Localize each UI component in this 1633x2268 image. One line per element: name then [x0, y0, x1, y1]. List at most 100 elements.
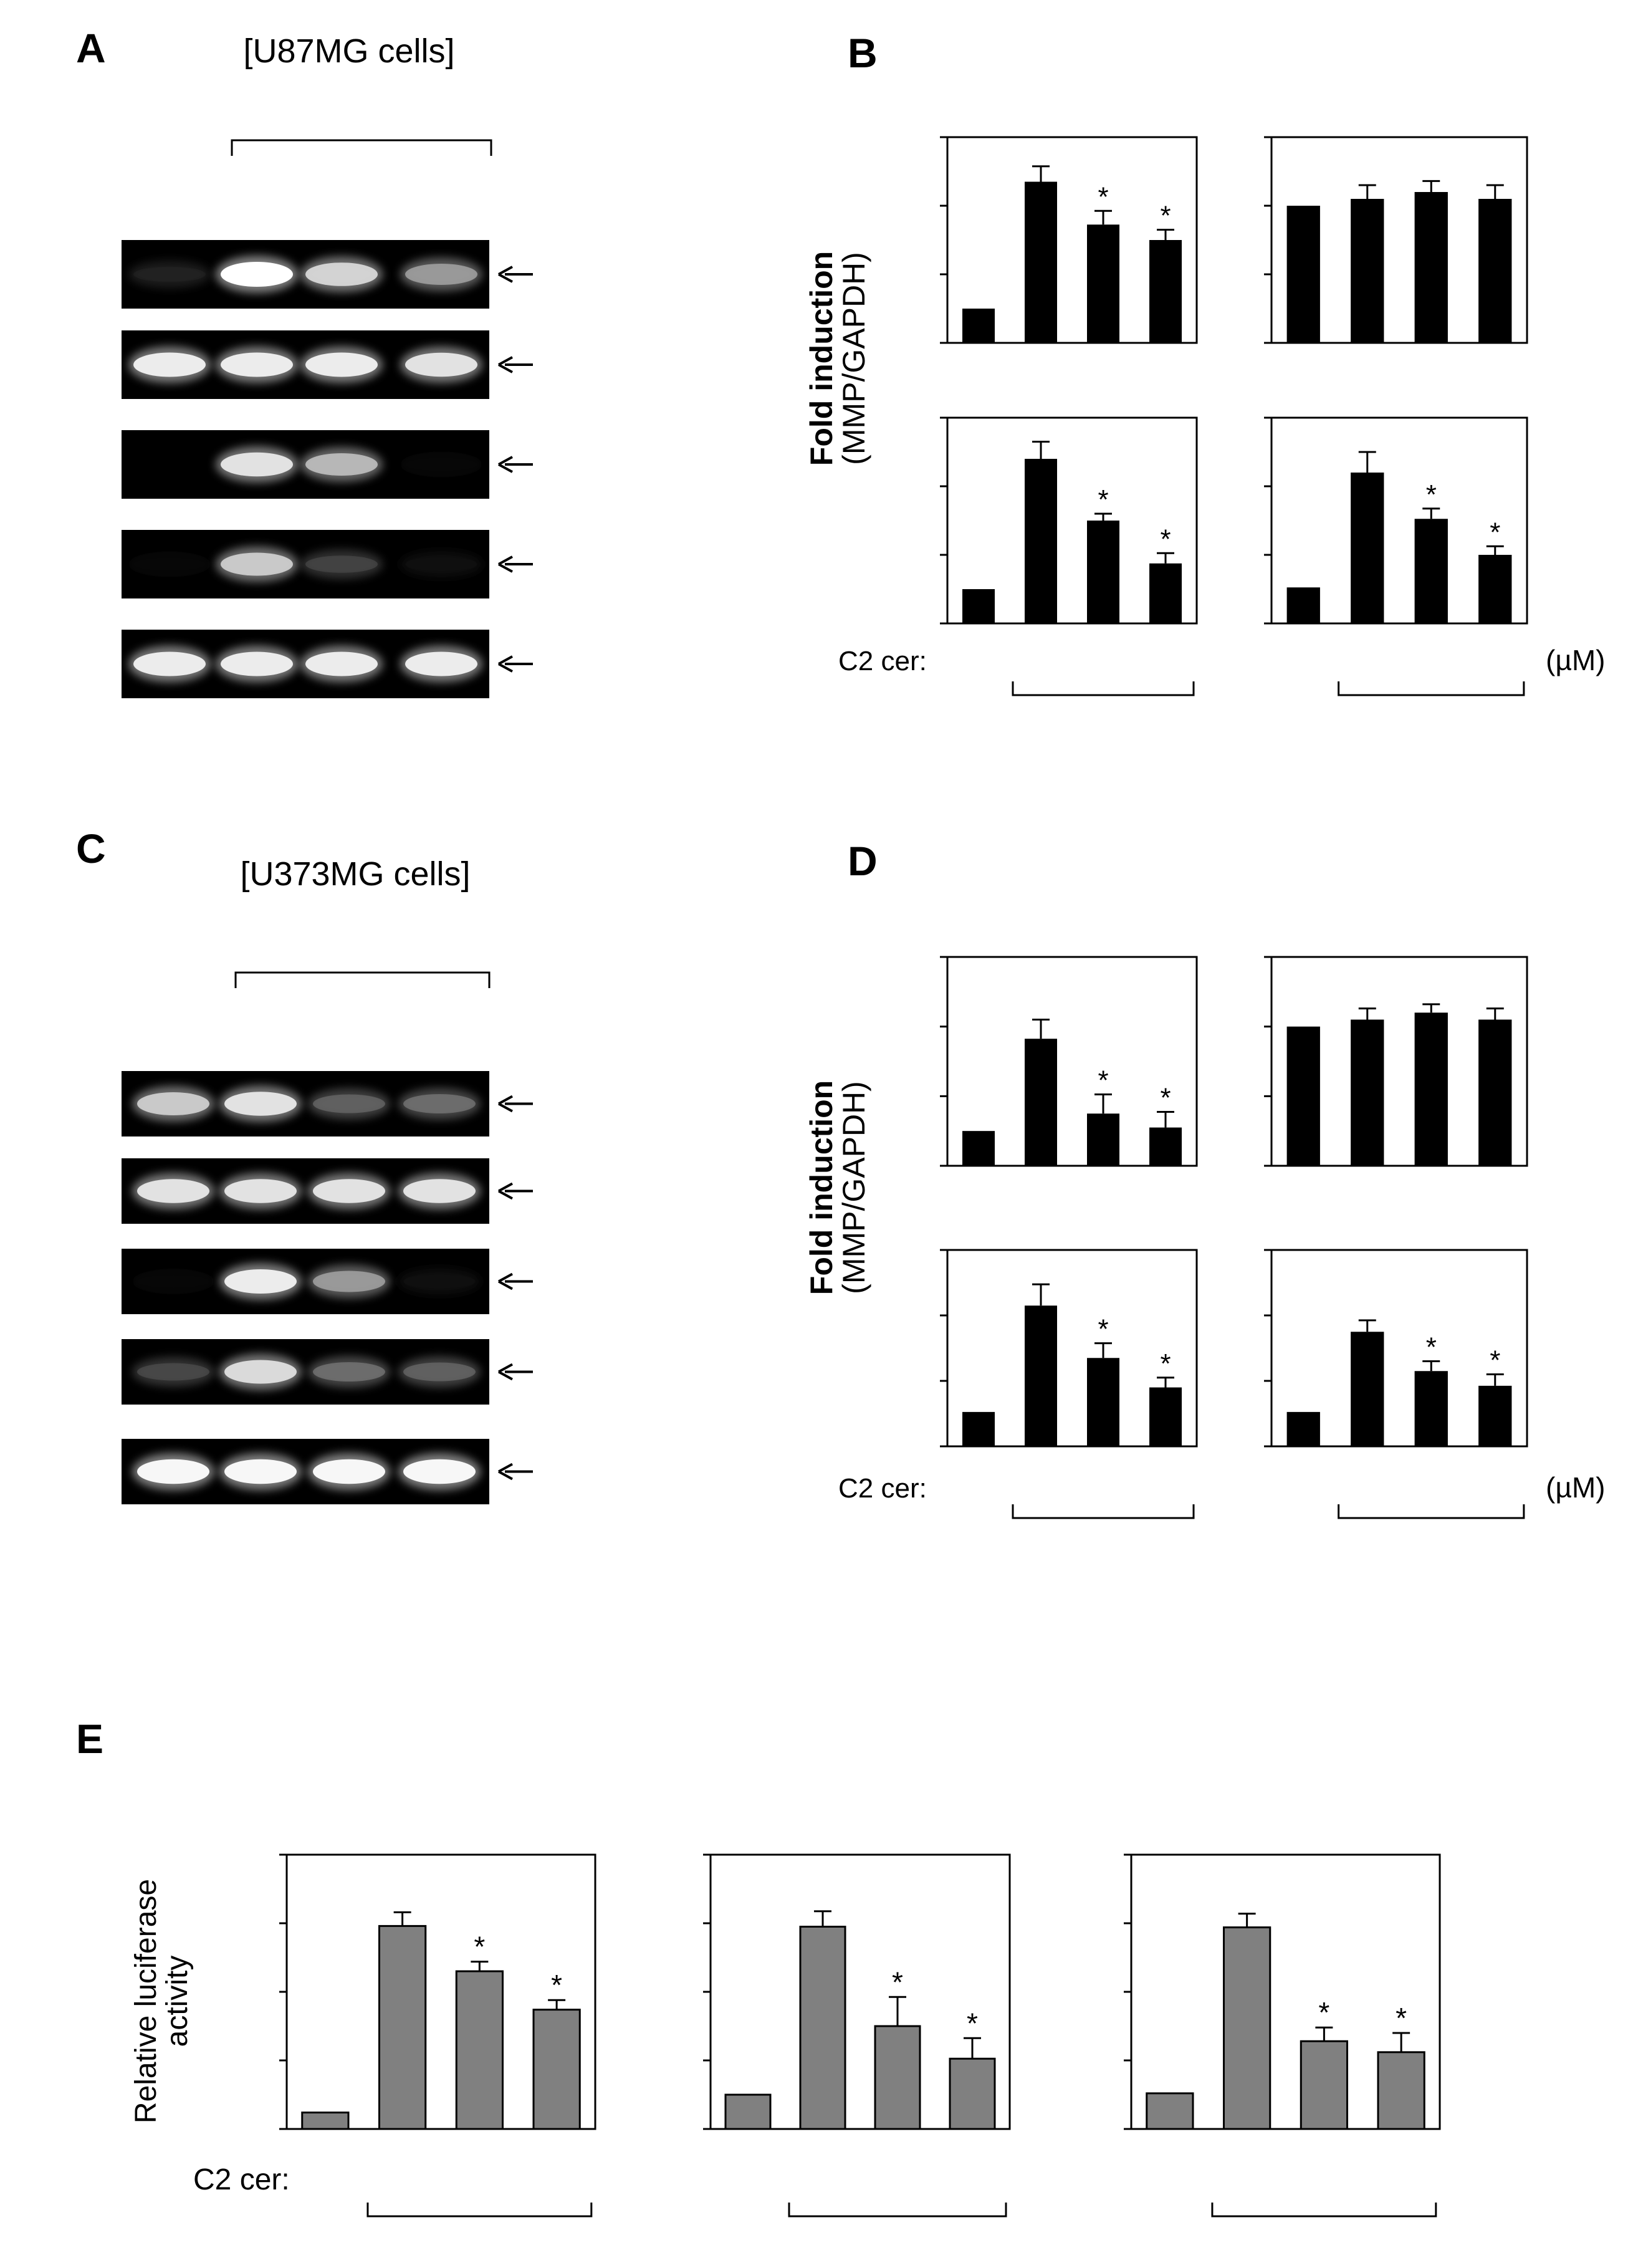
gel-band-glow-a-3-3	[400, 551, 482, 577]
gel-band-a-3-2	[305, 555, 378, 573]
ylabel-b-line1: Fold induction	[804, 251, 839, 466]
gel-band-a-2-2	[305, 453, 378, 476]
gel-arrow-head-a-0	[498, 266, 513, 283]
ylabel-d: Fold induction (MMP/GAPDH)	[804, 1080, 871, 1295]
chart-bar-5-0	[1286, 1026, 1320, 1166]
chart-pma-bracket-7	[1338, 1504, 1525, 1519]
chart-significance-0-3: *	[1160, 201, 1171, 231]
xprefix-e: C2 cer:	[193, 2163, 290, 2196]
chart-significance-2-3: *	[1160, 524, 1171, 554]
gel-band-a-3-0	[133, 557, 206, 571]
chart-pma-bracket-10	[1211, 2203, 1437, 2218]
xprefix-d: C2 cer:	[838, 1473, 927, 1504]
gel-arrow-head-c-1	[498, 1182, 513, 1200]
chart-bar-7-2	[1414, 1371, 1448, 1446]
chart-pma-bracket-2	[1012, 681, 1195, 696]
chart-bar-1-3	[1478, 199, 1512, 343]
chart-significance-10-2: *	[1318, 1996, 1329, 2029]
gel-band-a-4-0	[133, 651, 206, 676]
chart-bar-10-2	[1300, 2040, 1348, 2130]
gel-band-a-0-0	[133, 266, 206, 282]
unit-d: (µM)	[1546, 1471, 1605, 1504]
chart-bar-10-0	[1146, 2092, 1194, 2130]
chart-bar-9-0	[724, 2093, 772, 2130]
chart-significance-4-3: *	[1160, 1082, 1171, 1113]
chart-significance-3-3: *	[1490, 517, 1500, 547]
ylabel-b-line2: (MMP/GAPDH)	[836, 252, 871, 465]
gel-band-c-3-1	[224, 1360, 297, 1384]
gel-band-c-0-1	[224, 1092, 297, 1116]
chart-frame-5	[1270, 956, 1528, 1167]
chart-bar-6-0	[962, 1411, 995, 1446]
chart-bar-0-1	[1025, 181, 1057, 343]
panel-letter-c: C	[76, 825, 106, 872]
chart-significance-6-2: *	[1098, 1314, 1108, 1345]
chart-frame-1	[1270, 136, 1528, 344]
chart-significance-3-2: *	[1426, 479, 1437, 510]
gel-band-a-3-1	[221, 552, 293, 576]
gel-band-c-2-0	[137, 1275, 209, 1288]
chart-significance-4-2: *	[1098, 1065, 1108, 1096]
gel-band-c-1-1	[224, 1179, 297, 1203]
gel-band-c-1-0	[137, 1179, 209, 1203]
gel-band-a-4-3	[405, 651, 477, 676]
chart-3: **	[1264, 416, 1528, 696]
gel-band-c-2-3	[403, 1274, 476, 1289]
chart-9: **	[703, 1853, 1011, 2218]
chart-bar-0-2	[1087, 224, 1119, 343]
gel-arrow-head-a-3	[498, 555, 513, 573]
chart-pma-bracket-3	[1338, 681, 1525, 696]
chart-bar-8-0	[301, 2112, 350, 2130]
chart-significance-7-2: *	[1426, 1332, 1437, 1363]
ylabel-d-line2: (MMP/GAPDH)	[836, 1081, 871, 1294]
chart-bar-2-3	[1149, 563, 1182, 623]
gel-band-c-0-0	[137, 1092, 209, 1115]
gel-band-a-1-2	[305, 352, 378, 377]
gel-band-a-4-1	[221, 651, 293, 676]
gels-layer	[122, 139, 533, 1504]
chart-bar-10-3	[1377, 2051, 1425, 2130]
gel-band-a-2-1	[221, 452, 293, 477]
chart-0: **	[940, 136, 1198, 344]
gel-band-glow-c-3-0	[132, 1357, 214, 1387]
chart-frame-4	[946, 956, 1198, 1167]
ylabel-d-line1: Fold induction	[804, 1080, 839, 1295]
gel-arrow-head-c-3	[498, 1363, 513, 1381]
chart-10: * *	[1124, 1853, 1441, 2218]
chart-bar-10-1	[1223, 1926, 1271, 2130]
gel-band-c-2-2	[313, 1271, 385, 1292]
chart-significance-6-3: *	[1160, 1348, 1171, 1379]
ylabel-e: Relative luciferase activity	[130, 1879, 194, 2123]
chart-5	[1264, 956, 1528, 1167]
panel-letter-d: D	[848, 838, 878, 884]
chart-bar-1-2	[1414, 192, 1448, 343]
chart-bar-5-1	[1351, 1019, 1384, 1166]
chart-bar-3-3	[1478, 555, 1512, 623]
gel-band-glow-a-0-0	[128, 260, 211, 289]
chart-bar-6-3	[1149, 1387, 1182, 1446]
chart-bar-3-0	[1286, 587, 1320, 623]
chart-8: **	[279, 1853, 596, 2218]
chart-frame-3	[1270, 416, 1528, 625]
chart-bar-6-2	[1087, 1358, 1119, 1446]
gel-arrow-head-c-0	[498, 1095, 513, 1113]
panel-letter-b: B	[848, 30, 878, 76]
xprefix-b: C2 cer:	[838, 646, 927, 676]
gel-band-c-3-2	[313, 1362, 385, 1381]
chart-bar-2-2	[1087, 521, 1119, 623]
chart-bar-7-1	[1351, 1332, 1384, 1446]
chart-bar-9-3	[949, 2057, 996, 2130]
gel-band-a-1-3	[405, 352, 477, 377]
gel-band-c-3-0	[137, 1363, 209, 1381]
chart-bar-2-1	[1025, 459, 1057, 623]
gel-arrow-head-a-2	[498, 456, 513, 473]
chart-significance-2-2: *	[1098, 484, 1108, 515]
cell-label-c: [U373MG cells]	[240, 855, 470, 893]
gel-band-glow-a-2-3	[400, 451, 482, 478]
chart-frame-0	[946, 136, 1198, 344]
chart-significance-0-2: *	[1098, 181, 1108, 212]
chart-significance-8-3: *	[551, 1969, 562, 2001]
gel-arrow-head-c-4	[498, 1463, 513, 1481]
gel-band-a-0-2	[305, 262, 378, 286]
gel-band-a-2-3	[405, 458, 477, 471]
